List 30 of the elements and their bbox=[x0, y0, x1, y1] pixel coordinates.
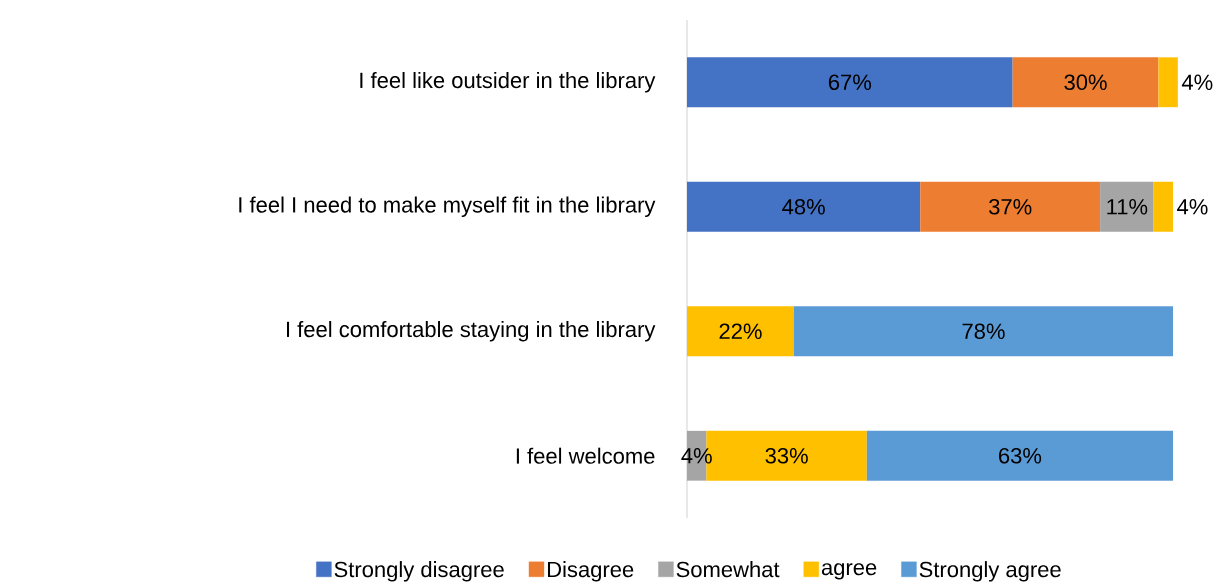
bar bbox=[1158, 57, 1178, 108]
legend-label: Disagree bbox=[547, 561, 634, 582]
legend-label: Strongly disagree bbox=[334, 561, 504, 582]
data-label: 63% bbox=[999, 447, 1042, 464]
bar bbox=[1100, 181, 1154, 232]
data-label: 33% bbox=[765, 447, 808, 464]
data-label: 48% bbox=[782, 198, 825, 215]
bar bbox=[866, 430, 1174, 481]
bar bbox=[1012, 57, 1159, 108]
y-tick-label: I feel welcome bbox=[516, 447, 655, 464]
data-label: 11% bbox=[1107, 199, 1148, 215]
data-label: 37% bbox=[989, 198, 1032, 215]
data-label: 4% bbox=[1177, 199, 1208, 215]
data-label: 4% bbox=[1181, 74, 1213, 90]
bar bbox=[793, 306, 1174, 357]
bar bbox=[1153, 181, 1174, 232]
data-label: 30% bbox=[1064, 74, 1107, 91]
bar bbox=[920, 181, 1101, 232]
data-label: 67% bbox=[828, 74, 872, 91]
legend-label: agree bbox=[821, 563, 877, 580]
bar bbox=[687, 181, 921, 232]
y-tick-label: I feel comfortable staying in the library bbox=[286, 320, 656, 342]
y-tick-label: I feel I need to make myself fit in the library bbox=[239, 196, 656, 218]
legend-label: Somewhat bbox=[676, 561, 780, 578]
data-label: 78% bbox=[962, 323, 1005, 340]
bar bbox=[687, 57, 1013, 108]
y-tick-label: I feel like outsider in the library bbox=[360, 71, 656, 93]
data-label: 22% bbox=[719, 323, 762, 339]
bar bbox=[687, 306, 794, 357]
legend-label: Strongly agree bbox=[919, 561, 1061, 582]
